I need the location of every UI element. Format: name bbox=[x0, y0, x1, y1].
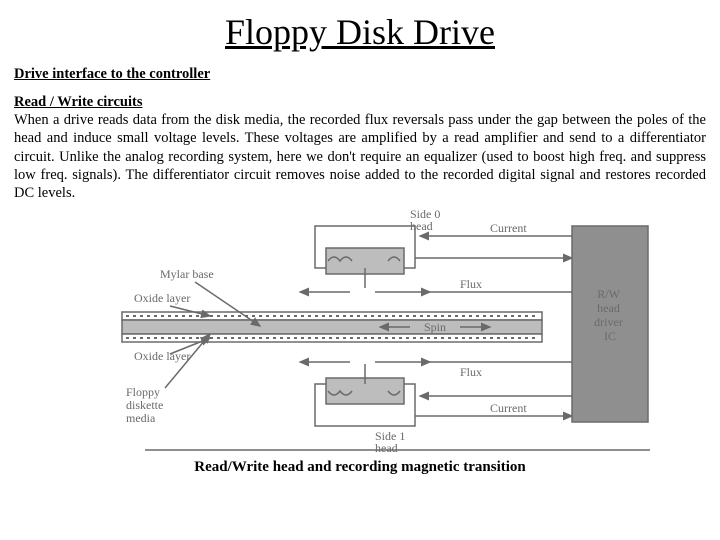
body-paragraph: When a drive reads data from the disk me… bbox=[14, 111, 706, 202]
flux-top-label: Flux bbox=[460, 277, 482, 291]
floppy-media-label: Floppy diskette media bbox=[126, 385, 166, 425]
page-title: Floppy Disk Drive bbox=[14, 10, 706, 55]
section-heading: Drive interface to the controller bbox=[14, 65, 706, 83]
mylar-label: Mylar base bbox=[160, 267, 214, 281]
oxide-bot-label: Oxide layer bbox=[134, 349, 190, 363]
diagram-container: R/W head driver IC Side 0 head Side 1 he… bbox=[14, 206, 706, 454]
sub-heading: Read / Write circuits bbox=[14, 93, 706, 111]
side1-head bbox=[315, 364, 415, 426]
floppy-diagram: R/W head driver IC Side 0 head Side 1 he… bbox=[60, 206, 660, 454]
current-bot-label: Current bbox=[490, 401, 527, 415]
figure-caption: Read/Write head and recording magnetic t… bbox=[14, 458, 706, 477]
spin-label: Spin bbox=[424, 320, 446, 334]
side0-head bbox=[315, 226, 415, 288]
flux-bot-label: Flux bbox=[460, 365, 482, 379]
oxide-top-label: Oxide layer bbox=[134, 291, 190, 305]
side0-label: Side 0 head bbox=[410, 207, 443, 233]
current-top-label: Current bbox=[490, 221, 527, 235]
